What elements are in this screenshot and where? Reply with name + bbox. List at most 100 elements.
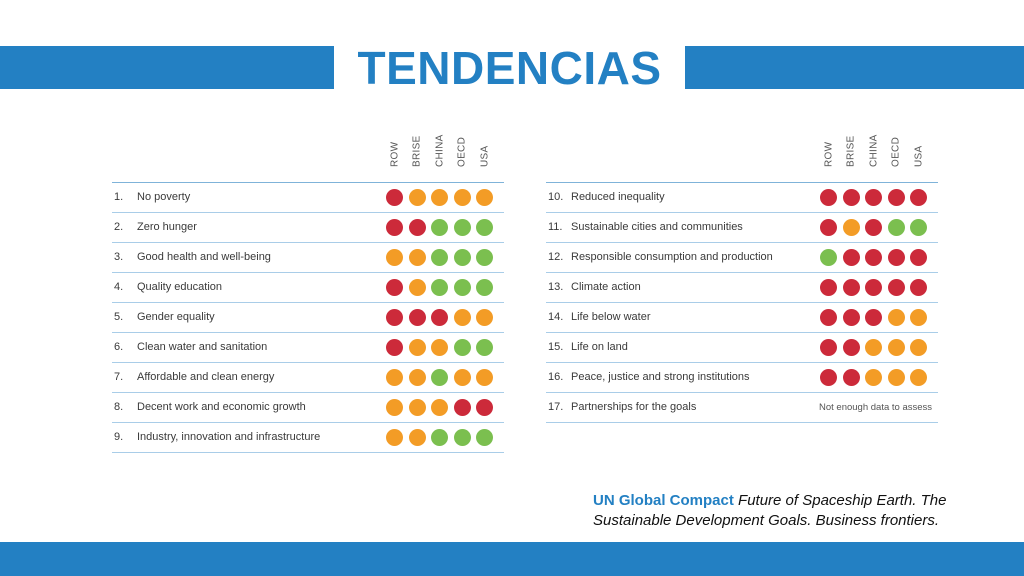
- goal-label: Life on land: [571, 341, 628, 353]
- rating-dot-oecd: [453, 309, 471, 326]
- rating-dot-usa: [476, 309, 493, 326]
- rating-dot-row: [386, 249, 403, 266]
- rating-dot-usa: [910, 279, 927, 296]
- goal-label: Sustainable cities and communities: [571, 221, 743, 233]
- rating-dot-oecd: [453, 399, 471, 416]
- rating-dot-china: [865, 219, 882, 236]
- goals-table-left: ROW BRISE CHINA OECD USA 1. No poverty 2. Zero h…: [112, 134, 504, 453]
- goal-label: Reduced inequality: [571, 191, 665, 203]
- goal-label: Peace, justice and strong institutions: [571, 371, 750, 383]
- goal-row: 17. Partnerships for the goals Not enough …: [546, 393, 938, 423]
- rating-dot-china: [865, 279, 882, 296]
- rating-dot-usa: [910, 309, 927, 326]
- goal-number: 6.: [114, 341, 124, 353]
- goal-row: 4. Quality education: [112, 273, 504, 303]
- rating-dot-oecd: [887, 249, 905, 266]
- goal-note: Not enough data to assess: [819, 402, 933, 413]
- rating-dot-row: [386, 309, 403, 326]
- rating-dot-usa: [910, 249, 927, 266]
- rating-dot-brise: [842, 189, 860, 206]
- rating-dot-brise: [842, 279, 860, 296]
- goal-number: 15.: [548, 341, 564, 353]
- rating-dot-china: [431, 279, 448, 296]
- goal-row: 10. Reduced inequality: [546, 183, 938, 213]
- goal-row: 2. Zero hunger: [112, 213, 504, 243]
- goal-label: Climate action: [571, 281, 641, 293]
- rating-dot-china: [865, 339, 882, 356]
- rating-dot-row: [820, 219, 837, 236]
- goal-row: 15. Life on land: [546, 333, 938, 363]
- goal-label: Decent work and economic growth: [137, 401, 306, 413]
- rating-dot-usa: [910, 369, 927, 386]
- column-header-label: ROW: [823, 141, 834, 167]
- column-header: USA: [908, 138, 930, 178]
- header-band-left: [0, 46, 334, 89]
- column-header-label: OECD: [890, 136, 902, 167]
- rating-dot-oecd: [887, 189, 905, 206]
- goal-row: 9. Industry, innovation and infrastructur…: [112, 423, 504, 453]
- goal-label: Responsible consumption and production: [571, 251, 773, 263]
- goal-row: 14. Life below water: [546, 303, 938, 333]
- rating-dot-row: [386, 279, 403, 296]
- goal-number: 7.: [114, 371, 124, 383]
- citation: UN Global Compact Future of Spaceship Ea…: [593, 491, 973, 531]
- rating-dot-brise: [408, 249, 426, 266]
- goal-number: 5.: [114, 311, 124, 323]
- rating-dot-brise: [408, 339, 426, 356]
- goal-label: Quality education: [137, 281, 222, 293]
- column-header-label: CHINA: [434, 134, 445, 167]
- rating-dot-oecd: [887, 219, 905, 236]
- rating-dot-oecd: [453, 369, 471, 386]
- column-header-label: USA: [913, 145, 924, 167]
- footer-band: [0, 542, 1024, 576]
- citation-reference: Future of Spaceship Earth. The Sustainab…: [593, 492, 947, 529]
- goal-number: 11.: [548, 221, 563, 233]
- rating-dot-row: [820, 279, 837, 296]
- column-header: CHINA: [863, 134, 885, 178]
- goal-number: 13.: [548, 281, 564, 293]
- column-header: ROW: [384, 138, 406, 178]
- column-header: ROW: [818, 138, 840, 178]
- rating-dot-row: [820, 339, 837, 356]
- column-header-label: USA: [479, 145, 490, 167]
- rating-dot-usa: [910, 339, 927, 356]
- rating-dot-china: [431, 309, 448, 326]
- rating-dot-row: [820, 369, 837, 386]
- goal-number: 12.: [548, 251, 564, 263]
- column-headers: ROW BRISE CHINA OECD USA: [112, 134, 504, 183]
- rating-dot-usa: [476, 189, 493, 206]
- rating-dot-usa: [476, 369, 493, 386]
- goals-table-right: ROW BRISE CHINA OECD USA 10. Reduced inequalit…: [546, 134, 938, 423]
- goal-label: Industry, innovation and infrastructure: [137, 431, 321, 443]
- rating-dot-oecd: [887, 279, 905, 296]
- rating-dot-oecd: [453, 339, 471, 356]
- column-header: BRISE: [406, 135, 428, 178]
- rating-dot-oecd: [887, 309, 905, 326]
- header-band-right: [685, 46, 1024, 89]
- rating-dot-brise: [408, 369, 426, 386]
- goal-number: 8.: [114, 401, 124, 413]
- rating-dot-brise: [842, 219, 860, 236]
- column-header-label: BRISE: [411, 135, 423, 167]
- rating-dot-row: [386, 339, 403, 356]
- goal-label: Good health and well-being: [137, 251, 271, 263]
- rating-dot-china: [865, 309, 882, 326]
- rating-dot-usa: [910, 189, 927, 206]
- rating-dot-row: [386, 219, 403, 236]
- rating-dot-brise: [408, 399, 426, 416]
- rating-dot-brise: [408, 309, 426, 326]
- goal-row: 3. Good health and well-being: [112, 243, 504, 273]
- rating-dot-brise: [408, 429, 426, 446]
- rating-dot-usa: [476, 279, 493, 296]
- rating-dot-china: [431, 189, 448, 206]
- rating-dot-brise: [842, 339, 860, 356]
- rating-dot-china: [431, 219, 448, 236]
- rating-dot-brise: [408, 189, 426, 206]
- goal-number: 4.: [114, 281, 124, 293]
- rating-dot-oecd: [887, 339, 905, 356]
- rating-dot-row: [386, 189, 403, 206]
- column-header-label: BRISE: [845, 135, 857, 167]
- goal-row: 5. Gender equality: [112, 303, 504, 333]
- goal-row: 12. Responsible consumption and productio…: [546, 243, 938, 273]
- rating-dot-oecd: [887, 369, 905, 386]
